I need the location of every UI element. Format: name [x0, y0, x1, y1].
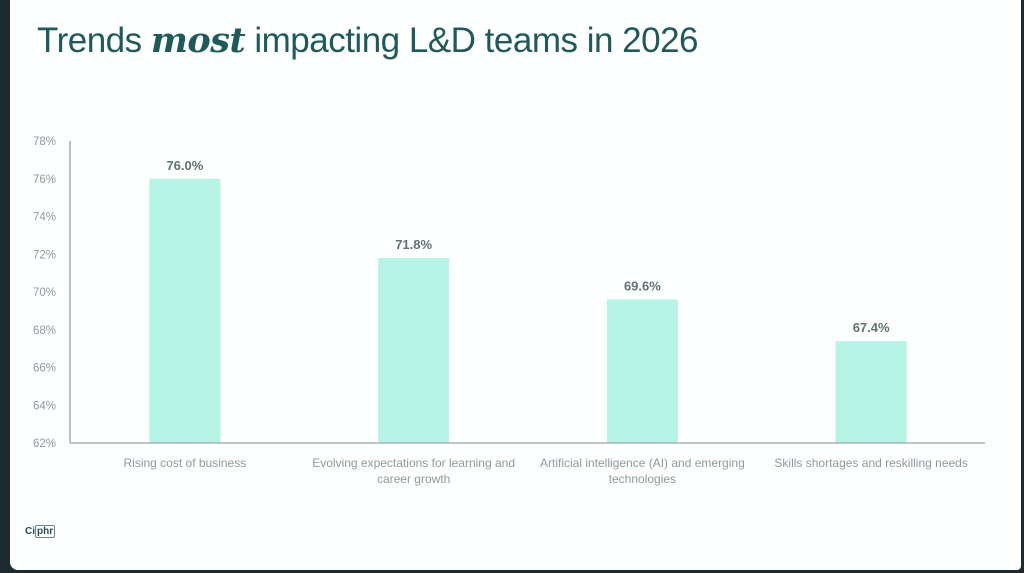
y-tick-label: 78%	[33, 136, 56, 148]
x-category-label: Skills shortages and reskilling needs	[774, 456, 967, 470]
y-tick-label: 64%	[33, 400, 56, 412]
title-emphasis: most	[150, 20, 246, 61]
title-suffix: impacting L&D teams in 2026	[245, 21, 699, 60]
data-label: 69.6%	[624, 279, 661, 294]
logo-box-text: phr	[35, 525, 56, 538]
data-label: 67.4%	[853, 320, 890, 335]
bar	[378, 258, 450, 443]
y-tick-label: 62%	[33, 438, 56, 450]
title-prefix: Trends	[37, 21, 151, 60]
ciphr-logo: Ci phr	[25, 525, 56, 538]
y-tick-label: 74%	[33, 212, 56, 224]
y-tick-label: 66%	[33, 363, 56, 375]
y-tick-label: 68%	[33, 325, 56, 337]
x-category-label: career growth	[377, 472, 450, 486]
x-category-label: Rising cost of business	[124, 456, 247, 470]
y-tick-label: 72%	[33, 249, 56, 261]
x-category-label: Evolving expectations for learning and	[312, 456, 515, 470]
chart-title: Trends most impacting L&D teams in 2026	[37, 20, 699, 61]
y-tick-label: 76%	[33, 174, 56, 186]
data-label: 71.8%	[395, 237, 432, 252]
logo-text: Ci	[25, 526, 35, 537]
y-tick-label: 70%	[33, 287, 56, 299]
bar	[835, 341, 907, 443]
x-category-label: Artificial intelligence (AI) and emergin…	[540, 456, 745, 470]
bar	[606, 299, 678, 443]
bar	[149, 178, 221, 443]
data-label: 76.0%	[166, 158, 203, 173]
x-category-label: technologies	[609, 472, 676, 486]
